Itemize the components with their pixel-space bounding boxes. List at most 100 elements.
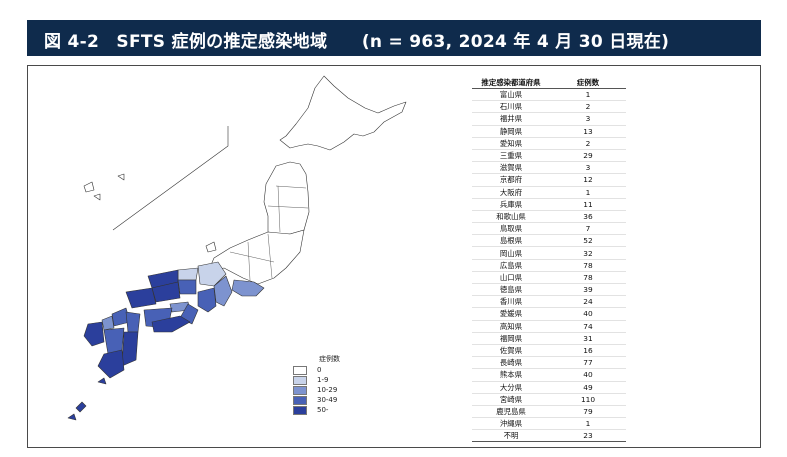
- prefecture-cell: 不明: [472, 429, 550, 443]
- case-count-cell: 52: [550, 234, 626, 248]
- case-count-cell: 13: [550, 125, 626, 138]
- prefecture-cell: 滋賀県: [472, 161, 550, 175]
- table-row: 福岡県 31: [472, 332, 626, 345]
- prefecture-cell: 兵庫県: [472, 198, 550, 211]
- case-count-cell: 49: [550, 381, 626, 394]
- region-okayama: [177, 279, 197, 295]
- table-header-row: 推定感染都道府県 症例数: [472, 76, 626, 89]
- legend-label: 0: [317, 366, 322, 374]
- inset-divider: [112, 126, 229, 231]
- case-count-cell: 40: [550, 368, 626, 382]
- table-row: 大分県 49: [472, 381, 626, 394]
- table-row: 高知県 74: [472, 320, 626, 333]
- prefecture-cell: 佐賀県: [472, 344, 550, 358]
- prefecture-cell: 岡山県: [472, 246, 550, 260]
- table-row: 熊本県 40: [472, 368, 626, 382]
- legend-swatch: [293, 386, 307, 395]
- prefecture-cell: 山口県: [472, 271, 550, 285]
- case-count-cell: 2: [550, 100, 626, 114]
- table-row: 福井県 3: [472, 112, 626, 126]
- prefecture-cell: 京都府: [472, 173, 550, 187]
- prefecture-cell: 愛知県: [472, 137, 550, 150]
- table-row: 徳島県 39: [472, 283, 626, 297]
- case-count-cell: 1: [550, 88, 626, 102]
- prefecture-cell: 福井県: [472, 112, 550, 126]
- region-tottori: [177, 267, 199, 281]
- prefecture-cell: 和歌山県: [472, 210, 550, 224]
- table-row: 香川県 24: [472, 295, 626, 309]
- legend-label: 50-: [317, 406, 329, 414]
- legend-swatch: [293, 396, 307, 405]
- case-count-cell: 79: [550, 405, 626, 419]
- case-count-cell: 74: [550, 320, 626, 333]
- prefecture-cell: 愛媛県: [472, 307, 550, 321]
- region-nagasaki: [83, 321, 105, 347]
- case-count-cell: 24: [550, 295, 626, 309]
- table-row: 三重県 29: [472, 149, 626, 163]
- prefecture-cell: 熊本県: [472, 368, 550, 382]
- case-count-cell: 7: [550, 222, 626, 236]
- prefecture-cell: 島根県: [472, 234, 550, 248]
- case-count-cell: 31: [550, 332, 626, 345]
- column-header-prefecture: 推定感染都道府県: [472, 76, 550, 89]
- table-row: 長崎県 77: [472, 356, 626, 370]
- case-count-cell: 23: [550, 429, 626, 443]
- legend-swatch: [293, 376, 307, 385]
- table-row: 富山県 1: [472, 88, 626, 102]
- case-count-cell: 78: [550, 271, 626, 285]
- prefecture-cell: 大阪府: [472, 186, 550, 199]
- region-oita: [125, 311, 141, 333]
- prefecture-cell: 宮崎県: [472, 393, 550, 406]
- table-row: 沖縄県 1: [472, 417, 626, 431]
- table-row: 京都府 12: [472, 173, 626, 187]
- region-saga: [101, 315, 115, 331]
- table-row: 宮崎県 110: [472, 393, 626, 406]
- table-row: 佐賀県 16: [472, 344, 626, 358]
- case-count-cell: 77: [550, 356, 626, 370]
- cases-table: 推定感染都道府県 症例数 富山県 1 石川県 2 福井県 3 静岡県 13 愛知県 2 三…: [472, 76, 626, 443]
- figure-panel: 症例数 0 1-9 10-29 30-49 50- 推定感染都道府県 症例数: [27, 65, 761, 448]
- figure-title: 図 4-2 SFTS 症例の推定感染地域 (n = 963, 2024 年 4 …: [44, 32, 670, 52]
- region-shizuoka: [231, 279, 265, 297]
- region-miyazaki: [121, 331, 139, 367]
- table-row: 山口県 78: [472, 271, 626, 285]
- prefecture-cell: 香川県: [472, 295, 550, 309]
- legend-label: 30-49: [317, 396, 338, 404]
- prefecture-cell: 三重県: [472, 149, 550, 163]
- prefecture-cell: 鹿児島県: [472, 405, 550, 419]
- legend-label: 1-9: [317, 376, 329, 384]
- case-count-cell: 36: [550, 210, 626, 224]
- case-count-cell: 39: [550, 283, 626, 297]
- table-row: 静岡県 13: [472, 125, 626, 138]
- table-row: 不明 23: [472, 429, 626, 443]
- case-count-cell: 32: [550, 246, 626, 260]
- case-count-cell: 3: [550, 161, 626, 175]
- prefecture-cell: 高知県: [472, 320, 550, 333]
- legend-label: 10-29: [317, 386, 338, 394]
- case-count-cell: 3: [550, 112, 626, 126]
- figure-header: 図 4-2 SFTS 症例の推定感染地域 (n = 963, 2024 年 4 …: [27, 20, 761, 56]
- region-wakayama: [197, 287, 217, 313]
- legend-swatch: [293, 366, 307, 375]
- table-row: 和歌山県 36: [472, 210, 626, 224]
- prefecture-cell: 広島県: [472, 259, 550, 272]
- case-count-cell: 110: [550, 393, 626, 406]
- table-row: 兵庫県 11: [472, 198, 626, 211]
- table-row: 岡山県 32: [472, 246, 626, 260]
- legend-title: 症例数: [319, 355, 340, 363]
- table-row: 愛知県 2: [472, 137, 626, 150]
- table-row: 滋賀県 3: [472, 161, 626, 175]
- prefecture-cell: 沖縄県: [472, 417, 550, 431]
- case-count-cell: 78: [550, 259, 626, 272]
- case-count-cell: 29: [550, 149, 626, 163]
- region-kanto-chubu: [207, 229, 305, 285]
- region-tohoku: [263, 161, 310, 235]
- region-yamaguchi: [125, 287, 157, 309]
- case-count-cell: 12: [550, 173, 626, 187]
- prefecture-cell: 石川県: [472, 100, 550, 114]
- japan-map: [67, 75, 407, 421]
- table-row: 鳥取県 7: [472, 222, 626, 236]
- case-count-cell: 40: [550, 307, 626, 321]
- case-count-cell: 16: [550, 344, 626, 358]
- prefecture-cell: 鳥取県: [472, 222, 550, 236]
